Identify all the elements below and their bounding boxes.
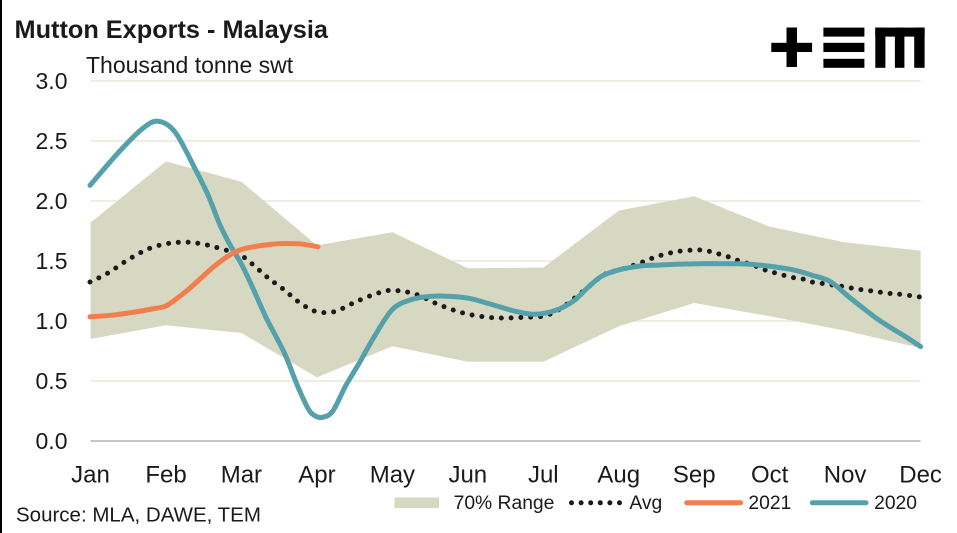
svg-text:2021: 2021 [748, 493, 791, 514]
svg-text:3.0: 3.0 [36, 68, 68, 94]
svg-text:Jun: Jun [448, 462, 487, 489]
svg-text:0.0: 0.0 [36, 428, 68, 454]
svg-text:0.5: 0.5 [36, 368, 68, 394]
svg-text:Oct: Oct [751, 462, 789, 489]
svg-text:70% Range: 70% Range [454, 493, 555, 514]
svg-text:Sep: Sep [673, 462, 716, 489]
svg-text:Nov: Nov [824, 462, 867, 489]
svg-text:Source: MLA, DAWE, TEM: Source: MLA, DAWE, TEM [16, 504, 261, 527]
svg-text:Mar: Mar [221, 462, 262, 489]
svg-text:Feb: Feb [145, 462, 186, 489]
svg-text:Jan: Jan [71, 462, 110, 489]
svg-text:May: May [370, 462, 415, 489]
svg-text:2.5: 2.5 [36, 128, 68, 154]
svg-text:Aug: Aug [597, 462, 640, 489]
svg-text:Avg: Avg [629, 493, 662, 514]
svg-text:Thousand tonne swt: Thousand tonne swt [86, 52, 294, 78]
svg-text:Apr: Apr [298, 462, 335, 489]
svg-text:2020: 2020 [874, 493, 917, 514]
svg-text:1.0: 1.0 [36, 308, 68, 334]
svg-text:Jul: Jul [528, 462, 559, 489]
svg-text:Mutton Exports - Malaysia: Mutton Exports - Malaysia [15, 16, 329, 44]
svg-text:2.0: 2.0 [36, 188, 68, 214]
svg-text:1.5: 1.5 [36, 248, 68, 274]
svg-text:Dec: Dec [899, 462, 942, 489]
